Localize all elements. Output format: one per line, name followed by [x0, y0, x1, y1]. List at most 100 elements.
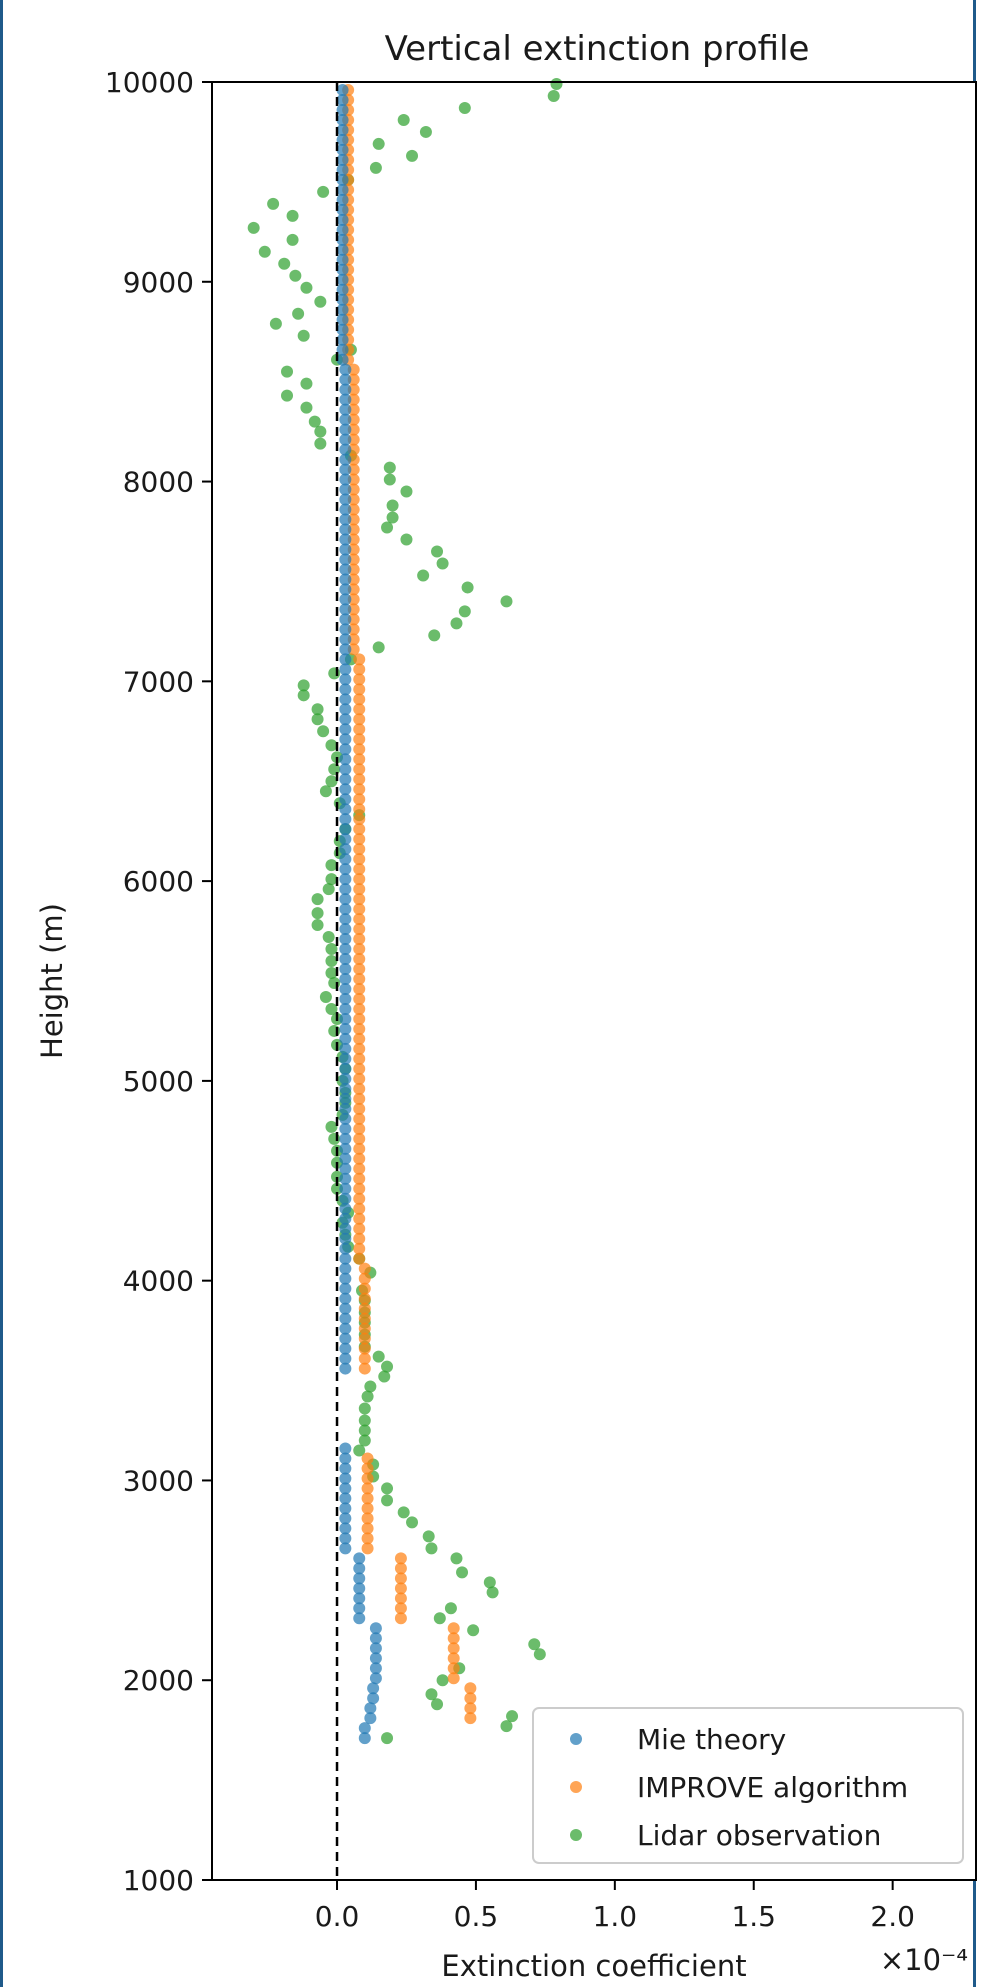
mie-theory-point [339, 1532, 352, 1545]
improve-algorithm-point [347, 613, 360, 626]
improve-algorithm-point [353, 1222, 366, 1235]
mie-theory-point [339, 743, 352, 756]
improve-algorithm-point [347, 453, 360, 466]
mie-theory-point [339, 1352, 352, 1365]
improve-algorithm-point [353, 713, 366, 726]
mie-theory-point [364, 1702, 377, 1715]
mie-theory-point [353, 1552, 366, 1565]
mie-theory-point [339, 1132, 352, 1145]
mie-theory-point [339, 703, 352, 716]
lidar-observation-point [358, 1424, 371, 1437]
mie-theory-point [369, 1662, 382, 1675]
mie-theory-point [339, 513, 352, 526]
improve-algorithm-point [347, 583, 360, 596]
lidar-observation-point [397, 113, 410, 126]
improve-algorithm-point [353, 1132, 366, 1145]
lidar-observation-point [325, 873, 338, 886]
mie-theory-point [339, 523, 352, 536]
improve-algorithm-point [394, 1602, 407, 1615]
lidar-observation-point [328, 1024, 341, 1037]
mie-theory-point [364, 1712, 377, 1725]
mie-theory-point [339, 1012, 352, 1025]
improve-algorithm-point [353, 703, 366, 716]
improve-algorithm-point [353, 982, 366, 995]
y-tick-label: 2000 [123, 1664, 194, 1697]
lidar-observation-point [317, 185, 330, 198]
improve-algorithm-point [361, 1512, 374, 1525]
mie-theory-point [336, 253, 349, 266]
mie-theory-point [339, 413, 352, 426]
lidar-observation-point [381, 521, 394, 534]
mie-theory-point [339, 1182, 352, 1195]
mie-theory-point [339, 1192, 352, 1205]
lidar-observation-point [458, 101, 471, 114]
lidar-observation-point [369, 161, 382, 174]
improve-algorithm-point [361, 1452, 374, 1465]
lidar-observation-point [444, 1602, 457, 1615]
mie-theory-point [339, 1212, 352, 1225]
lidar-observation-point [319, 785, 332, 798]
y-tick-label: 8000 [123, 466, 194, 499]
lidar-observation-point [528, 1638, 541, 1651]
lidar-observation-point [297, 329, 310, 342]
mie-theory-point [339, 373, 352, 386]
mie-theory-point [339, 793, 352, 806]
mie-theory-point [336, 343, 349, 356]
legend-marker-improve-algorithm [570, 1781, 582, 1793]
improve-algorithm-point [394, 1552, 407, 1565]
mie-theory-point [339, 1292, 352, 1305]
improve-algorithm-point [361, 1482, 374, 1495]
lidar-observation-point [286, 209, 299, 222]
lidar-observation-point [358, 1414, 371, 1427]
mie-theory-point [339, 553, 352, 566]
plot-area [212, 82, 976, 1880]
lidar-observation-point [483, 1576, 496, 1589]
lidar-observation-point [322, 931, 335, 944]
lidar-observation-point [325, 739, 338, 752]
lidar-observation-point [500, 595, 513, 608]
mie-theory-point [339, 883, 352, 896]
lidar-observation-point [500, 1720, 513, 1733]
improve-algorithm-point [347, 533, 360, 546]
mie-theory-point [339, 893, 352, 906]
lidar-observation-point [383, 461, 396, 474]
legend-box [532, 1707, 964, 1864]
lidar-observation-point [328, 667, 341, 680]
mie-theory-point [353, 1572, 366, 1585]
improve-algorithm-point [464, 1712, 477, 1725]
mie-theory-point [336, 203, 349, 216]
lidar-observation-point [547, 89, 560, 102]
lidar-observation-point [431, 545, 444, 558]
improve-algorithm-point [353, 863, 366, 876]
mie-theory-point [339, 673, 352, 686]
x-tick-label: 2.0 [870, 1900, 915, 1933]
improve-algorithm-point [353, 1082, 366, 1095]
mie-theory-point [336, 193, 349, 206]
lidar-observation-point [428, 629, 441, 642]
legend: Mie theory IMPROVE algorithm Lidar obser… [532, 1707, 964, 1864]
improve-algorithm-point [347, 523, 360, 536]
lidar-observation-point [450, 617, 463, 630]
lidar-observation-point [311, 919, 324, 932]
lidar-observation-point [269, 317, 282, 330]
mie-theory-point [339, 843, 352, 856]
improve-algorithm-point [447, 1622, 460, 1635]
mie-theory-point [339, 1542, 352, 1555]
improve-algorithm-point [347, 393, 360, 406]
lidar-observation-point [461, 581, 474, 594]
improve-algorithm-point [347, 423, 360, 436]
improve-algorithm-point [353, 833, 366, 846]
mie-theory-point [339, 1322, 352, 1335]
mie-theory-point [339, 593, 352, 606]
mie-theory-point [339, 773, 352, 786]
improve-algorithm-point [347, 433, 360, 446]
mie-theory-point [336, 213, 349, 226]
mie-theory-point [339, 833, 352, 846]
legend-label-mie-theory: Mie theory [637, 1723, 786, 1756]
lidar-observation-point [400, 485, 413, 498]
mie-theory-point [339, 693, 352, 706]
mie-theory-point [336, 233, 349, 246]
lidar-observation-point [311, 703, 324, 716]
legend-label-lidar-observation: Lidar observation [637, 1819, 881, 1852]
improve-algorithm-point [353, 763, 366, 776]
